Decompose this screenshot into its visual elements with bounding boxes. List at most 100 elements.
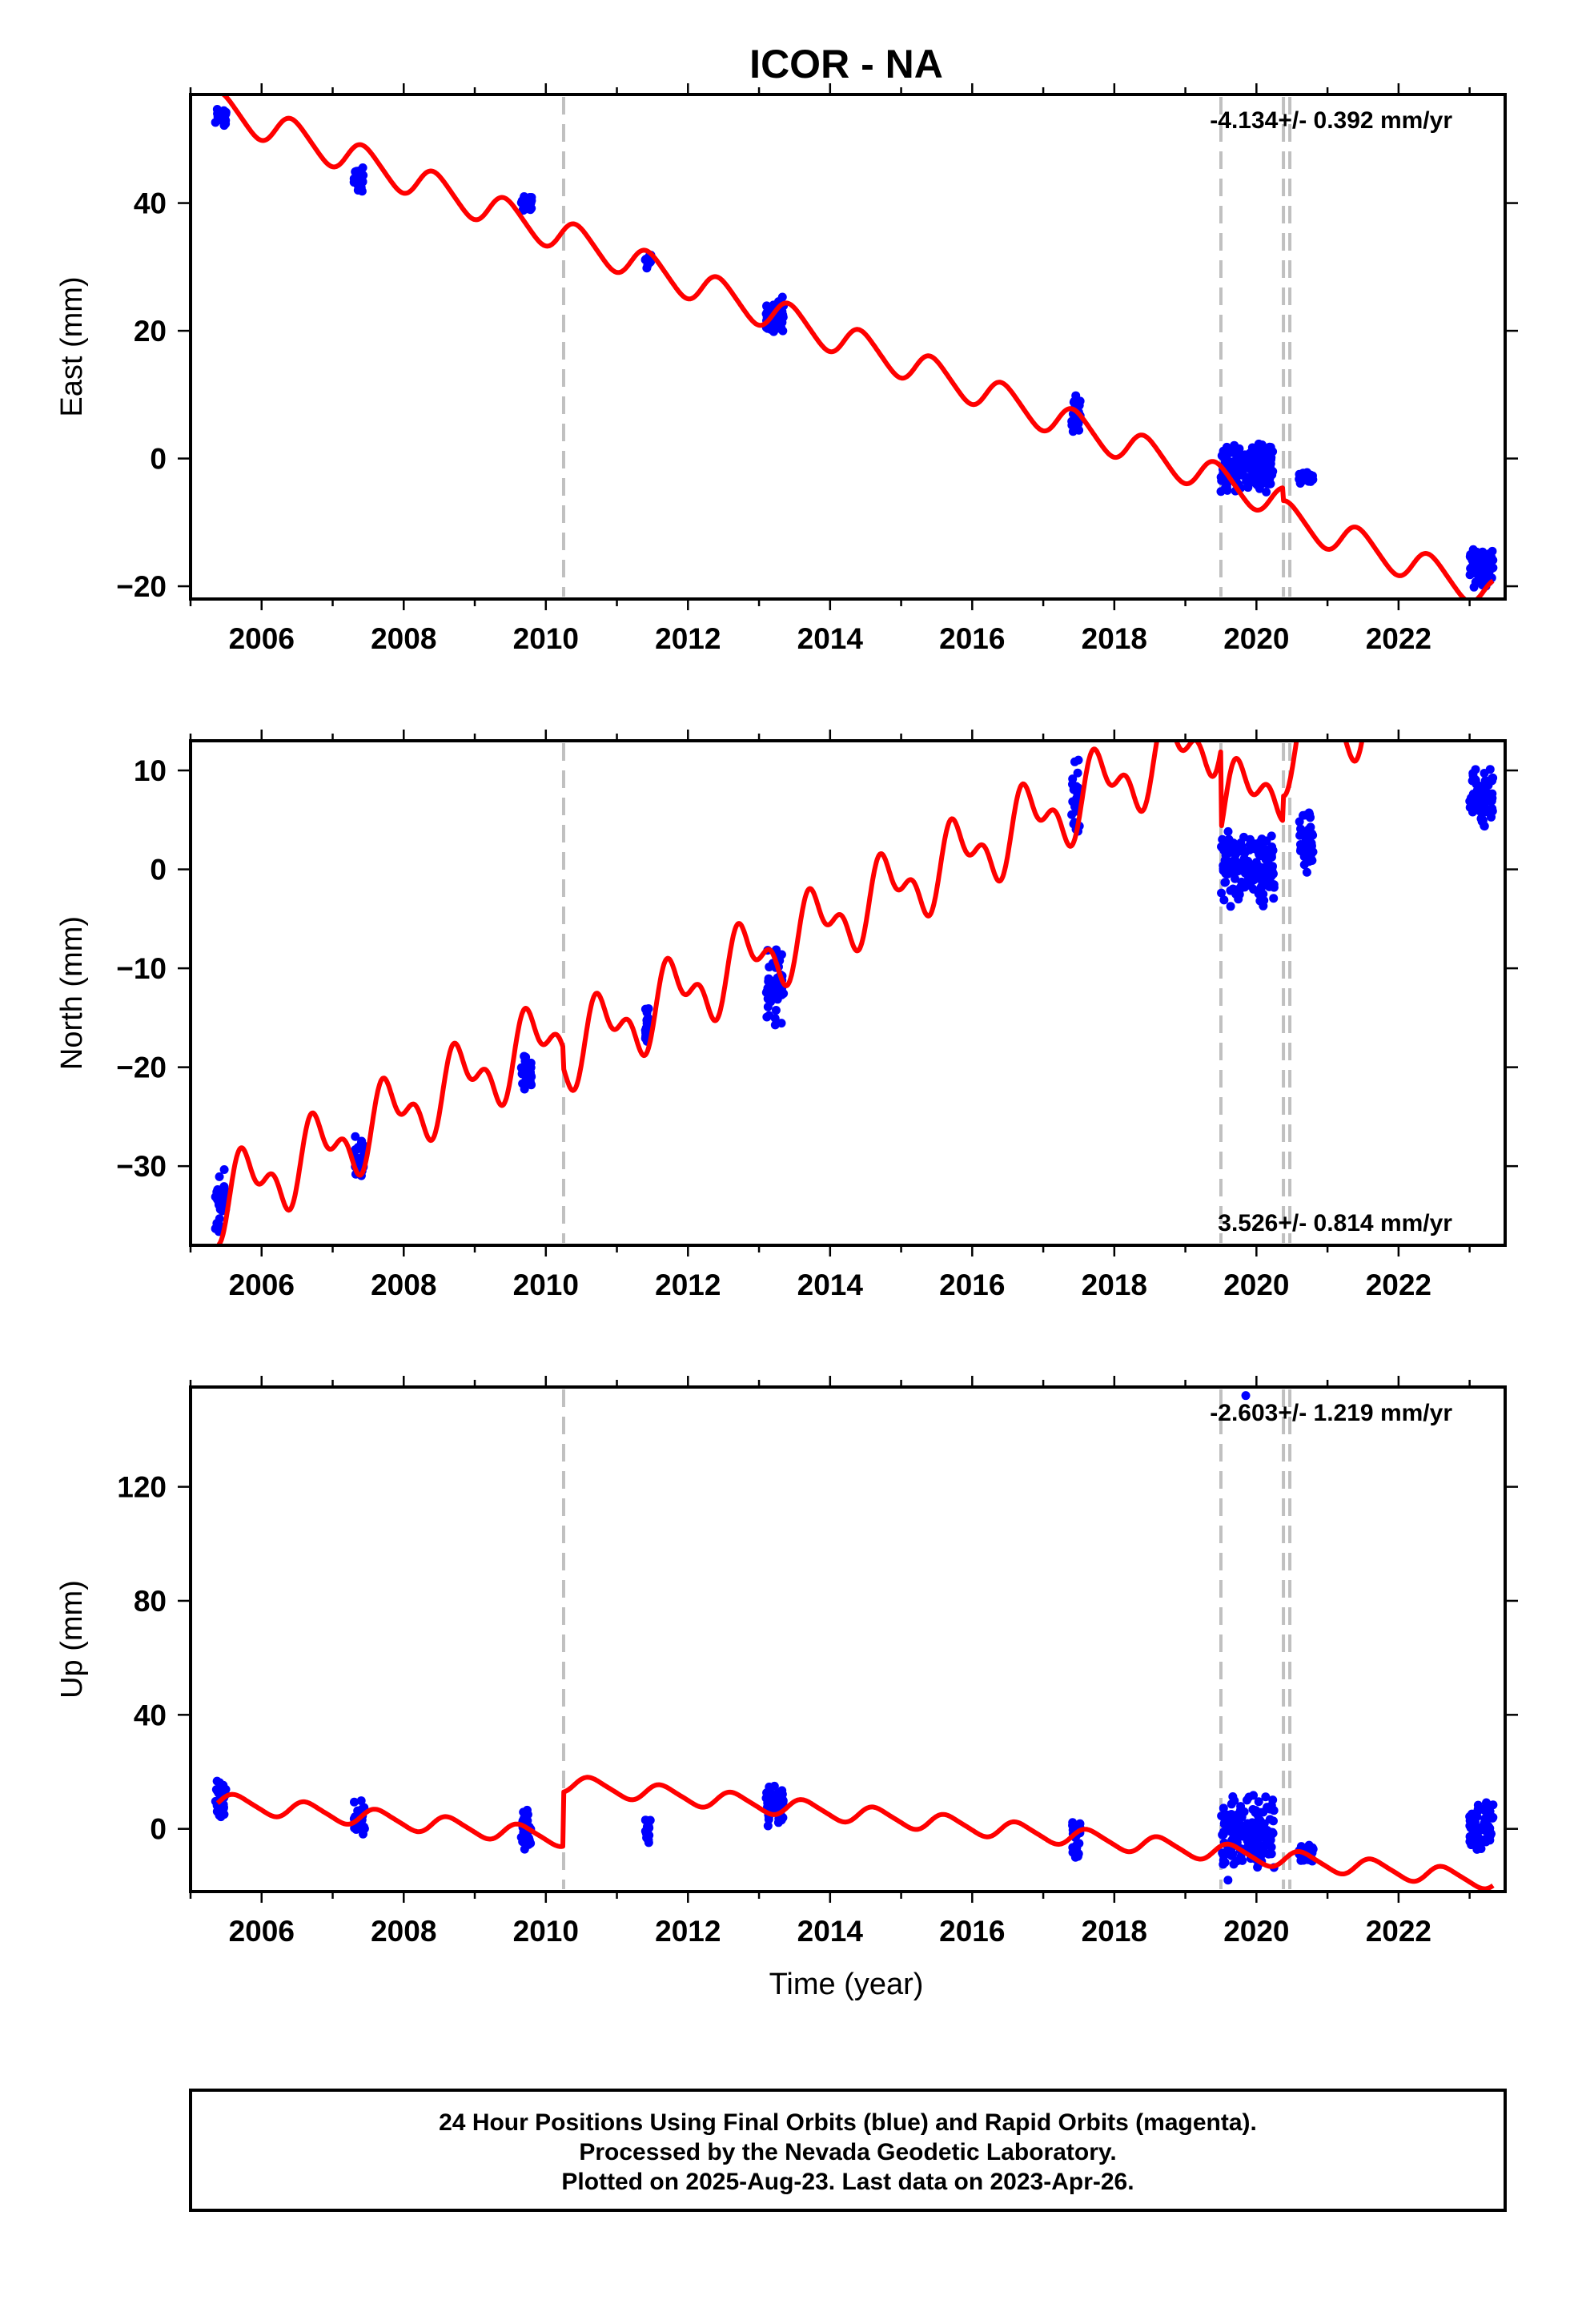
- data-point: [1243, 1819, 1252, 1829]
- y-tick-label: 40: [134, 187, 167, 220]
- data-point: [1467, 793, 1476, 802]
- data-point: [770, 979, 780, 988]
- data-point: [356, 1796, 366, 1806]
- y-axis-label: Up (mm): [55, 1580, 89, 1699]
- data-point: [1477, 555, 1487, 565]
- data-point: [1237, 862, 1247, 872]
- data-point: [1247, 839, 1257, 849]
- data-point: [1301, 473, 1311, 483]
- data-point: [773, 1788, 783, 1798]
- data-point: [522, 1805, 532, 1815]
- data-point: [219, 1810, 229, 1819]
- data-point: [1295, 830, 1305, 840]
- data-point: [1253, 1811, 1263, 1820]
- data-point: [770, 1020, 780, 1030]
- x-tick-label: 2006: [229, 1269, 295, 1301]
- data-point: [219, 112, 229, 122]
- data-point: [1251, 479, 1261, 489]
- model-line: [219, 94, 1495, 599]
- data-point: [1265, 474, 1275, 484]
- data-point: [1075, 1819, 1085, 1828]
- data-point: [215, 1193, 224, 1203]
- data-point: [1261, 1792, 1271, 1802]
- data-point: [1467, 569, 1476, 578]
- data-point: [1299, 839, 1309, 849]
- data-point: [355, 177, 364, 187]
- data-point: [1465, 1811, 1475, 1821]
- data-point: [526, 1063, 536, 1072]
- data-point: [769, 1781, 779, 1791]
- x-tick-label: 2020: [1223, 1269, 1289, 1301]
- data-point: [778, 326, 788, 336]
- data-point: [1221, 850, 1231, 860]
- data-point: [763, 1821, 773, 1831]
- data-point: [1253, 845, 1263, 854]
- data-point: [1239, 1807, 1249, 1816]
- x-tick-label: 2010: [513, 1269, 579, 1301]
- data-point: [1223, 826, 1233, 836]
- data-point: [1485, 807, 1495, 817]
- x-tick-label: 2014: [797, 1915, 864, 1948]
- y-tick-label: −20: [116, 1051, 167, 1084]
- data-point: [1251, 864, 1260, 874]
- data-point: [1239, 832, 1249, 842]
- data-point: [519, 199, 528, 209]
- rate-label: -2.603+/- 1.219 mm/yr: [1210, 1400, 1452, 1426]
- y-tick-label: −30: [116, 1150, 167, 1183]
- data-point: [520, 1051, 529, 1061]
- x-tick-label: 2016: [939, 1269, 1005, 1301]
- data-point: [1269, 894, 1279, 903]
- data-point: [1246, 880, 1255, 890]
- data-point: [1237, 842, 1247, 851]
- data-point: [1068, 779, 1078, 789]
- data-point: [219, 1785, 228, 1795]
- data-point: [1218, 1848, 1227, 1858]
- data-point: [1488, 555, 1498, 565]
- data-point: [1295, 817, 1304, 826]
- data-point: [1070, 1852, 1080, 1861]
- data-point: [1471, 775, 1480, 785]
- caption-line-1: 24 Hour Positions Using Final Orbits (bl…: [439, 2109, 1257, 2136]
- y-tick-label: 10: [134, 754, 167, 787]
- data-point: [1219, 1819, 1229, 1828]
- data-point: [642, 1007, 652, 1017]
- data-point: [1266, 466, 1275, 476]
- x-tick-label: 2022: [1366, 1269, 1431, 1301]
- data-point: [1221, 877, 1231, 887]
- data-point: [1234, 895, 1243, 904]
- data-point: [1222, 482, 1231, 492]
- data-point: [219, 1164, 229, 1174]
- data-point: [766, 1802, 776, 1811]
- east-panel: 2006 2008 2010 2012 2014 2016 2018 2020 2022 −20 0…: [55, 83, 1518, 655]
- data-points: [211, 104, 1498, 592]
- data-point: [1231, 850, 1240, 859]
- north-panel: 2006 2008 2010 2012 2014 2016 2018 2020 2022 −30 −…: [55, 730, 1518, 1301]
- data-point: [1242, 1795, 1251, 1805]
- data-point: [351, 1132, 360, 1141]
- data-point: [1223, 1876, 1233, 1885]
- data-point: [1227, 1817, 1237, 1827]
- data-point: [1231, 874, 1240, 883]
- model-line: [215, 741, 1365, 1245]
- x-axis-label: Time (year): [769, 1968, 924, 2001]
- data-point: [1267, 452, 1276, 462]
- data-point: [1219, 1830, 1228, 1839]
- y-tick-label: 0: [150, 443, 167, 476]
- data-point: [1305, 813, 1315, 822]
- data-point: [1231, 456, 1241, 466]
- data-point: [1259, 1842, 1268, 1852]
- data-point: [1221, 869, 1231, 879]
- data-point: [1258, 1832, 1267, 1842]
- data-point: [1482, 1798, 1492, 1807]
- data-point: [520, 1068, 530, 1077]
- data-point: [212, 1218, 222, 1228]
- data-point: [359, 1824, 369, 1834]
- caption-line-2: Processed by the Nevada Geodetic Laborat…: [579, 2139, 1116, 2165]
- data-point: [1267, 1827, 1277, 1837]
- data-point: [527, 192, 536, 202]
- data-point: [1484, 565, 1493, 574]
- x-tick-label: 2014: [797, 622, 864, 655]
- data-point: [1479, 782, 1488, 791]
- data-point: [767, 991, 777, 1000]
- data-point: [1227, 448, 1237, 457]
